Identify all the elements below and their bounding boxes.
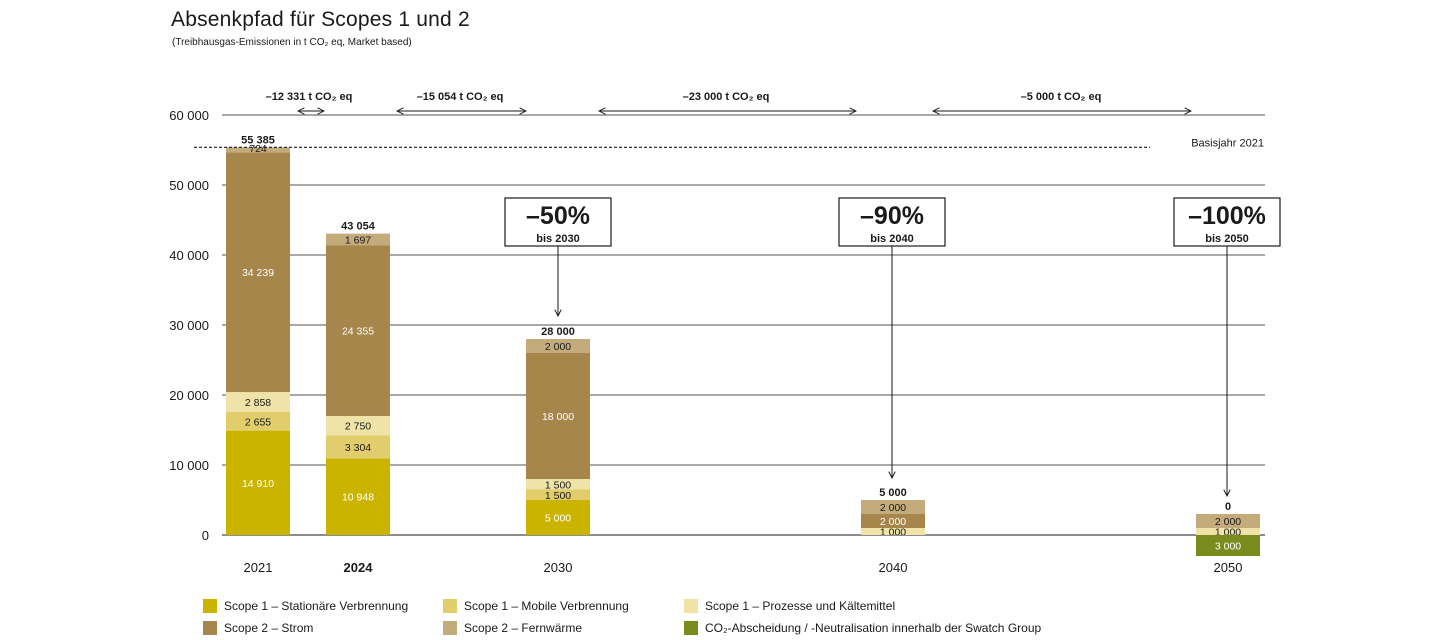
target-year: bis 2030 [536,233,579,245]
y-axis-ticks: 60 000 50 000 40 000 30 000 20 000 10 000 0 [169,108,209,543]
bar-total-label: 43 054 [341,221,376,233]
legend-item: Scope 1 – Stationäre Verbrennung [203,598,408,614]
legend-swatch [443,621,457,635]
bar-segment [226,412,290,431]
target-box [504,197,612,247]
segment-label: 10 948 [342,492,374,504]
segment-label: 2 858 [245,397,271,409]
y-tick-label: 20 000 [169,388,209,403]
segment-label: 2 655 [245,416,271,428]
y-tick-label: 10 000 [169,458,209,473]
bar-segment [526,353,590,479]
x-category-label: 2030 [544,560,573,575]
segment-label: 5 000 [545,513,571,525]
bar-segment [526,500,590,535]
y-tick-label: 40 000 [169,248,209,263]
bar-segment [1196,535,1260,556]
legend: Scope 1 – Stationäre Verbrennung Scope 1 … [203,598,1103,640]
bar-segment [326,415,390,436]
target-percent: –50% [526,202,590,230]
bar-segment [1196,528,1260,535]
segment-label: 1 500 [545,479,571,491]
bar-segment [326,435,390,459]
bar-total-label: 5 000 [879,487,907,499]
legend-swatch [203,621,217,635]
segment-label: 14 910 [242,478,274,490]
legend-label: Scope 1 – Mobile Verbrennung [464,599,629,613]
segment-label: 1 697 [345,235,371,247]
x-category-label: 2050 [1214,560,1243,575]
segment-label: 1 000 [880,527,906,539]
target-percent: –100% [1188,202,1266,230]
segment-label: 724 [249,143,267,155]
segment-label: 18 000 [542,411,574,423]
legend-item: Scope 2 – Strom [203,620,313,636]
target-box [1173,197,1281,247]
reduction-label: –15 054 t CO₂ eq [417,91,504,103]
x-category-label: 2040 [879,560,908,575]
legend-swatch [203,599,217,613]
target-year: bis 2040 [870,233,913,245]
x-axis-categories: 2021 2024 2030 2040 2050 [244,560,1243,575]
reduction-label: –5 000 t CO₂ eq [1021,91,1102,103]
bar-segment [226,147,290,153]
segment-label: 2 750 [345,421,371,433]
chart-subtitle: (Treibhausgas-Emissionen in t CO₂ eq, Ma… [172,37,412,48]
y-tick-label: 60 000 [169,108,209,123]
bar-segment [326,458,390,535]
legend-item: Scope 1 – Mobile Verbrennung [443,598,629,614]
segment-label: 1 500 [545,490,571,502]
legend-label: CO₂-Abscheidung / -Neutralisation innerh… [705,621,1042,635]
x-category-label: 2021 [244,560,273,575]
bar-total-label: 28 000 [541,326,575,338]
bar-segment [326,233,390,246]
legend-label: Scope 1 – Prozesse und Kältemittel [705,599,896,613]
y-tick-label: 30 000 [169,318,209,333]
gridlines [222,114,1265,536]
bar-total-label: 55 385 [241,134,275,146]
bar-segment [226,430,290,535]
target-percent: –90% [860,202,924,230]
x-category-label: 2024 [344,560,374,575]
bar-segment [861,500,925,514]
target-year: bis 2050 [1205,233,1248,245]
segment-label: 34 239 [242,267,274,279]
legend-item: Scope 2 – Fernwärme [443,620,582,636]
legend-swatch [443,599,457,613]
segment-label: 2 000 [880,502,906,514]
bar-segment [326,245,390,416]
segment-label: 24 355 [342,326,374,338]
bar-segment [526,489,590,500]
bar-segment [226,392,290,413]
bar-segment [526,479,590,490]
emissions-chart: 60 000 50 000 40 000 30 000 20 000 10 000 0 14… [169,91,1281,575]
legend-label: Scope 2 – Strom [224,621,314,635]
segment-label: 2 000 [880,516,906,528]
legend-label: Scope 2 – Fernwärme [464,621,583,635]
legend-swatch [684,599,698,613]
segment-label: 3 000 [1215,541,1241,553]
segment-label: 2 000 [545,341,571,353]
legend-item: Scope 1 – Prozesse und Kältemittel [684,598,895,614]
reduction-label: –23 000 t CO₂ eq [683,91,770,103]
legend-swatch [684,621,698,635]
bar-segment [1196,514,1260,528]
bar-segment [526,339,590,353]
bar-segment [226,152,290,393]
bar-segment [861,528,925,535]
reduction-label: –12 331 t CO₂ eq [266,91,353,103]
segment-label: 3 304 [345,442,371,454]
legend-label: Scope 1 – Stationäre Verbrennung [224,599,409,613]
y-tick-label: 0 [202,528,209,543]
chart-title: Absenkpfad für Scopes 1 und 2 [171,8,470,31]
y-tick-label: 50 000 [169,178,209,193]
baseline-label: Basisjahr 2021 [1191,137,1264,149]
segment-label: 2 000 [1215,516,1241,528]
legend-item: CO₂-Abscheidung / -Neutralisation innerh… [684,620,1041,636]
bar-total-label: 0 [1225,501,1231,513]
bar-segment [861,514,925,528]
annotations: Basisjahr 2021 –12 331 t CO₂ eq –15 054 t … [194,91,1281,496]
